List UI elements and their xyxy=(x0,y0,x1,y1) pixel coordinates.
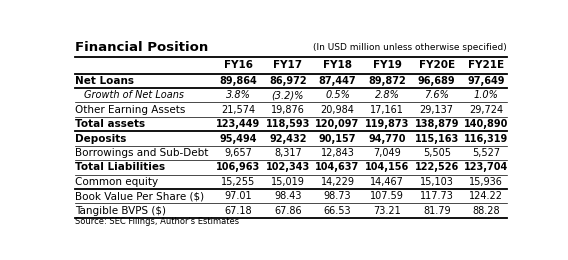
Text: 120,097: 120,097 xyxy=(315,119,360,129)
Text: 117.73: 117.73 xyxy=(420,191,454,201)
Text: 14,229: 14,229 xyxy=(320,177,354,187)
Text: Deposits: Deposits xyxy=(76,133,127,144)
Text: FY21E: FY21E xyxy=(468,60,504,70)
Text: 140,890: 140,890 xyxy=(464,119,508,129)
Text: 15,255: 15,255 xyxy=(221,177,256,187)
Text: 118,593: 118,593 xyxy=(266,119,310,129)
Text: 9,657: 9,657 xyxy=(224,148,252,158)
Text: 104,156: 104,156 xyxy=(365,162,409,172)
Text: 106,963: 106,963 xyxy=(216,162,260,172)
Text: 29,137: 29,137 xyxy=(420,105,454,115)
Text: 7.6%: 7.6% xyxy=(424,90,449,100)
Text: (3.2)%: (3.2)% xyxy=(272,90,304,100)
Text: 21,574: 21,574 xyxy=(221,105,256,115)
Text: 138,879: 138,879 xyxy=(415,119,459,129)
Text: 20,984: 20,984 xyxy=(320,105,354,115)
Text: Total assets: Total assets xyxy=(76,119,145,129)
Text: 97,649: 97,649 xyxy=(467,76,505,86)
Text: Net Loans: Net Loans xyxy=(76,76,135,86)
Text: Financial Position: Financial Position xyxy=(76,41,208,54)
Text: 119,873: 119,873 xyxy=(365,119,410,129)
Text: 81.79: 81.79 xyxy=(423,206,450,216)
Text: FY18: FY18 xyxy=(323,60,352,70)
Text: Borrowings and Sub-Debt: Borrowings and Sub-Debt xyxy=(76,148,209,158)
Text: 102,343: 102,343 xyxy=(266,162,310,172)
Text: 88.28: 88.28 xyxy=(473,206,500,216)
Text: Common equity: Common equity xyxy=(76,177,158,187)
Text: 107.59: 107.59 xyxy=(370,191,404,201)
Text: 89,872: 89,872 xyxy=(368,76,406,86)
Text: 92,432: 92,432 xyxy=(269,133,307,144)
Text: FY19: FY19 xyxy=(373,60,402,70)
Text: FY16: FY16 xyxy=(224,60,253,70)
Text: 124.22: 124.22 xyxy=(469,191,503,201)
Text: 86,972: 86,972 xyxy=(269,76,307,86)
Text: 12,843: 12,843 xyxy=(320,148,354,158)
Text: 17,161: 17,161 xyxy=(370,105,404,115)
Text: 5,527: 5,527 xyxy=(472,148,500,158)
Text: 115,163: 115,163 xyxy=(415,133,459,144)
Text: FY17: FY17 xyxy=(273,60,302,70)
Text: 104,637: 104,637 xyxy=(315,162,360,172)
Text: 90,157: 90,157 xyxy=(319,133,356,144)
Text: 19,876: 19,876 xyxy=(271,105,305,115)
Text: FY20E: FY20E xyxy=(419,60,455,70)
Text: Total Liabilities: Total Liabilities xyxy=(76,162,165,172)
Text: 94,770: 94,770 xyxy=(368,133,406,144)
Text: 0.5%: 0.5% xyxy=(325,90,350,100)
Text: Other Earning Assets: Other Earning Assets xyxy=(76,105,186,115)
Text: 2.8%: 2.8% xyxy=(375,90,399,100)
Text: 123,704: 123,704 xyxy=(464,162,508,172)
Text: 87,447: 87,447 xyxy=(319,76,356,86)
Text: Growth of Net Loans: Growth of Net Loans xyxy=(84,90,184,100)
Text: 1.0%: 1.0% xyxy=(474,90,499,100)
Text: 67.86: 67.86 xyxy=(274,206,302,216)
Text: 73.21: 73.21 xyxy=(373,206,401,216)
Text: 98.73: 98.73 xyxy=(324,191,351,201)
Text: 95,494: 95,494 xyxy=(219,133,257,144)
Text: 66.53: 66.53 xyxy=(324,206,351,216)
Text: 116,319: 116,319 xyxy=(464,133,508,144)
Text: 98.43: 98.43 xyxy=(274,191,302,201)
Text: 5,505: 5,505 xyxy=(423,148,450,158)
Text: (In USD million unless otherwise specified): (In USD million unless otherwise specifi… xyxy=(313,43,507,52)
Text: 15,936: 15,936 xyxy=(469,177,503,187)
Text: 89,864: 89,864 xyxy=(219,76,257,86)
Text: 29,724: 29,724 xyxy=(469,105,503,115)
Text: Source: SEC Filings, Author's Estimates: Source: SEC Filings, Author's Estimates xyxy=(76,217,240,226)
Text: 7,049: 7,049 xyxy=(373,148,401,158)
Text: 14,467: 14,467 xyxy=(370,177,404,187)
Text: 122,526: 122,526 xyxy=(415,162,459,172)
Text: 123,449: 123,449 xyxy=(216,119,260,129)
Text: 97.01: 97.01 xyxy=(224,191,252,201)
Text: Tangible BVPS ($): Tangible BVPS ($) xyxy=(76,206,166,216)
Text: 96,689: 96,689 xyxy=(418,76,456,86)
Text: 15,103: 15,103 xyxy=(420,177,454,187)
Text: 8,317: 8,317 xyxy=(274,148,302,158)
Text: 67.18: 67.18 xyxy=(224,206,252,216)
Text: Book Value Per Share ($): Book Value Per Share ($) xyxy=(76,191,204,201)
Text: 3.8%: 3.8% xyxy=(226,90,250,100)
Text: 15,019: 15,019 xyxy=(271,177,305,187)
